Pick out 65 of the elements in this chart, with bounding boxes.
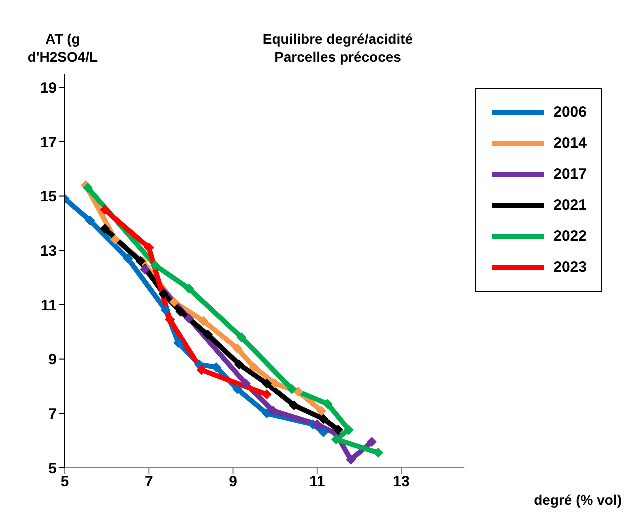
legend-label: 2022	[554, 226, 587, 246]
point	[318, 414, 329, 424]
point	[83, 183, 94, 194]
point	[158, 289, 169, 300]
point	[268, 406, 278, 416]
point	[85, 216, 96, 226]
point	[100, 204, 110, 215]
point	[236, 332, 247, 343]
legend-label: 2014	[554, 134, 587, 154]
x-tick-label: 5	[60, 474, 70, 491]
point	[249, 362, 260, 372]
point	[100, 224, 110, 234]
point	[169, 297, 180, 308]
point	[160, 305, 171, 316]
x-tick-label: 9	[229, 474, 238, 491]
y-axis-title: AT (g d'H2SO4/L	[26, 30, 100, 66]
point	[373, 448, 384, 458]
legend-label: 2006	[554, 102, 587, 122]
point	[289, 400, 300, 411]
point	[150, 260, 160, 271]
point	[165, 314, 176, 325]
chart-title: Equilibre degré/acidité Parcelles précoces	[262, 30, 414, 66]
x-tick-label: 7	[144, 474, 154, 491]
legend-label: 2023	[554, 258, 587, 278]
point	[262, 390, 272, 400]
point	[110, 234, 120, 245]
legend-label: 2021	[554, 196, 587, 216]
point	[232, 343, 242, 354]
point	[262, 378, 272, 389]
point	[203, 330, 214, 340]
point	[333, 424, 344, 435]
point	[312, 420, 322, 430]
point	[232, 384, 242, 394]
point	[346, 454, 356, 465]
y-tick-label: 11	[41, 297, 57, 314]
point	[318, 428, 329, 438]
point	[184, 314, 194, 324]
point	[184, 284, 194, 294]
y-tick-label: 9	[48, 352, 57, 369]
point	[322, 399, 333, 410]
point	[176, 306, 186, 317]
point	[123, 254, 134, 264]
y-tick-label: 5	[48, 460, 57, 478]
y-tick-label: 15	[40, 188, 57, 206]
point	[240, 378, 251, 389]
x-axis-title: degré (% vol)	[534, 492, 622, 508]
x-tick-label: 13	[393, 474, 410, 491]
point	[140, 264, 150, 275]
x-tick-label: 11	[309, 474, 326, 491]
point	[174, 338, 184, 348]
y-tick-label: 13	[40, 242, 57, 260]
point	[234, 360, 245, 370]
point	[287, 384, 298, 394]
y-tick-label: 17	[40, 134, 57, 152]
point	[270, 378, 280, 389]
y-tick-label: 7	[48, 406, 57, 423]
legend-label: 2017	[554, 164, 587, 184]
point	[367, 437, 378, 448]
point	[293, 386, 304, 397]
point	[198, 316, 209, 326]
point	[196, 365, 207, 376]
point	[316, 406, 327, 416]
point	[144, 242, 154, 253]
y-tick-label: 19	[40, 80, 57, 97]
point	[344, 424, 354, 435]
